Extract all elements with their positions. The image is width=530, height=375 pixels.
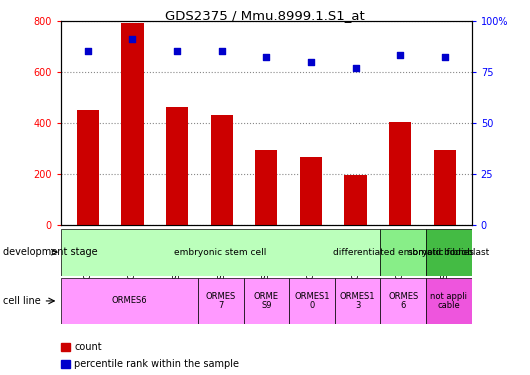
Bar [255, 150, 278, 225]
Point [396, 53, 404, 58]
Bar [426, 278, 472, 324]
Point [173, 48, 181, 54]
Point [262, 54, 271, 60]
Bar [434, 150, 456, 225]
Bar [243, 278, 289, 324]
Bar [61, 229, 381, 276]
Text: not appli
cable: not appli cable [430, 292, 467, 310]
Bar [389, 122, 411, 225]
Text: count: count [74, 342, 102, 352]
Point [84, 48, 92, 54]
Bar [344, 175, 367, 225]
Text: GDS2375 / Mmu.8999.1.S1_at: GDS2375 / Mmu.8999.1.S1_at [165, 9, 365, 22]
Bar [300, 157, 322, 225]
Text: ORMES1
0: ORMES1 0 [294, 292, 330, 310]
Bar [76, 110, 99, 225]
Bar [381, 229, 426, 276]
Text: somatic fibroblast: somatic fibroblast [408, 248, 490, 256]
Text: embryonic stem cell: embryonic stem cell [174, 248, 267, 256]
Bar [166, 108, 188, 225]
Bar [198, 278, 243, 324]
Bar [61, 360, 70, 368]
Text: ORMES
7: ORMES 7 [206, 292, 236, 310]
Bar [381, 278, 426, 324]
Point [351, 64, 360, 70]
Text: percentile rank within the sample: percentile rank within the sample [74, 359, 239, 369]
Text: differentiated embryoid bodies: differentiated embryoid bodies [333, 248, 474, 256]
Point [217, 48, 226, 54]
Text: cell line: cell line [3, 296, 40, 306]
Bar [121, 23, 144, 225]
Bar [426, 229, 472, 276]
Text: ORME
S9: ORME S9 [254, 292, 279, 310]
Text: ORMES
6: ORMES 6 [388, 292, 418, 310]
Text: ORMES1
3: ORMES1 3 [340, 292, 375, 310]
Point [128, 36, 137, 42]
Bar [335, 278, 381, 324]
Bar [61, 278, 198, 324]
Bar [210, 115, 233, 225]
Point [440, 54, 449, 60]
Text: development stage: development stage [3, 247, 98, 257]
Text: ORMES6: ORMES6 [112, 296, 147, 305]
Bar [61, 343, 70, 351]
Point [307, 58, 315, 64]
Bar [289, 278, 335, 324]
